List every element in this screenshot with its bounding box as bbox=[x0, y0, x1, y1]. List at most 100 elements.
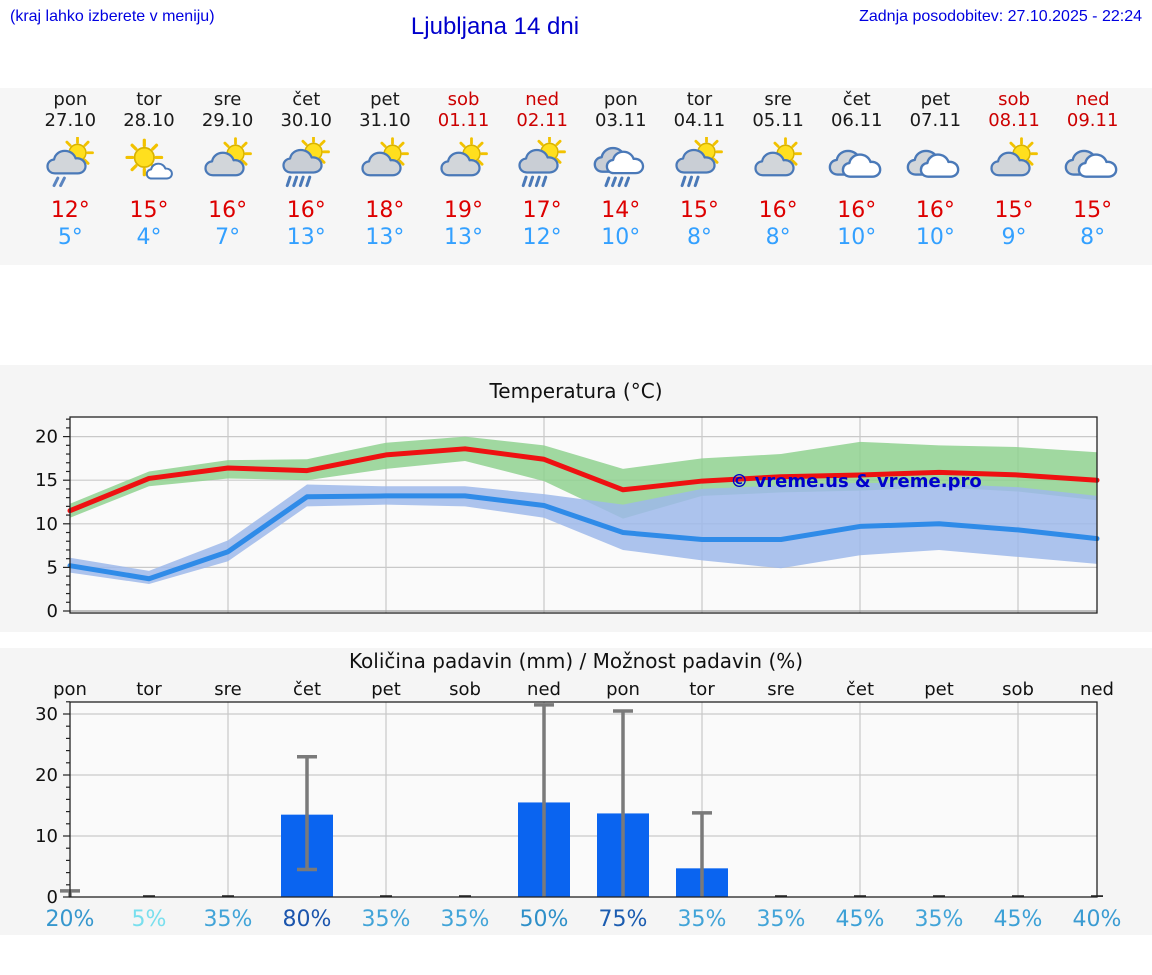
page-title: Ljubljana 14 dni bbox=[410, 13, 580, 40]
day-date: 04.11 bbox=[673, 110, 726, 131]
forecast-day: ned 09.11 15° 8° bbox=[1053, 89, 1132, 251]
precip-probability: 35% bbox=[204, 907, 253, 932]
temperature-chart: © vreme.us & vreme.pro 0 5 10 15 20 bbox=[35, 416, 1100, 622]
svg-text:30: 30 bbox=[35, 704, 58, 725]
high-temperature: 16° bbox=[758, 198, 798, 223]
precip-probability: 20% bbox=[46, 907, 95, 932]
precipitation-chart: 0 10 20 30 pon tor sre čet pet sob ned pon tor sre čet… bbox=[35, 679, 1122, 932]
precip-probability: 50% bbox=[520, 907, 569, 932]
low-temperature: 8° bbox=[686, 225, 712, 250]
low-temperature: 8° bbox=[765, 225, 791, 250]
precip-probability: 35% bbox=[441, 907, 490, 932]
high-temperature: 16° bbox=[286, 198, 326, 223]
day-name: tor bbox=[136, 89, 162, 110]
zero-precip-tick bbox=[854, 895, 866, 897]
low-temperature: 13° bbox=[365, 225, 405, 250]
precip-day-label: sob bbox=[1002, 679, 1034, 700]
sun-cloud-rain-3-icon bbox=[669, 137, 729, 191]
low-temperature: 9° bbox=[1001, 225, 1027, 250]
zero-precip-tick bbox=[1012, 895, 1024, 897]
location-hint: (kraj lahko izberete v meniju) bbox=[10, 8, 215, 25]
low-temperature: 13° bbox=[444, 225, 484, 250]
zero-precip-tick bbox=[775, 895, 787, 897]
sun-cloud-icon bbox=[355, 137, 415, 191]
precip-probability: 35% bbox=[915, 907, 964, 932]
last-updated: Zadnja posodobitev: 27.10.2025 - 22:24 bbox=[859, 8, 1142, 25]
forecast-day: ned 02.11 17° 12° bbox=[503, 89, 582, 251]
zero-precip-tick bbox=[222, 895, 234, 897]
clouds-icon bbox=[1063, 137, 1123, 191]
low-temperature: 10° bbox=[915, 225, 955, 250]
svg-text:15: 15 bbox=[35, 470, 58, 491]
day-date: 05.11 bbox=[752, 110, 804, 131]
day-name: ned bbox=[1075, 89, 1110, 110]
low-temperature: 10° bbox=[837, 225, 877, 250]
day-date: 28.10 bbox=[123, 110, 175, 131]
precipitation-chart-title: Količina padavin (mm) / Možnost padavin … bbox=[348, 649, 804, 673]
forecast-day: sob 01.11 19° 13° bbox=[424, 89, 503, 251]
precip-day-label: ned bbox=[1080, 679, 1114, 700]
low-temperature: 4° bbox=[136, 225, 162, 250]
sun-cloud-rain-2-icon bbox=[40, 137, 100, 191]
precip-day-label: sre bbox=[214, 679, 241, 700]
precip-day-label: tor bbox=[689, 679, 715, 700]
forecast-day: sre 29.10 16° 7° bbox=[188, 89, 267, 251]
zero-precip-tick bbox=[459, 895, 471, 897]
day-date: 07.11 bbox=[909, 110, 962, 131]
precip-day-label: sob bbox=[449, 679, 481, 700]
precip-day-label: čet bbox=[846, 679, 874, 700]
temperature-chart-title: Temperatura (°C) bbox=[489, 379, 663, 403]
day-date: 01.11 bbox=[437, 110, 490, 131]
precip-probability: 45% bbox=[994, 907, 1043, 932]
cloud-rain-icon bbox=[591, 137, 651, 191]
high-temperature: 15° bbox=[994, 198, 1034, 223]
precip-probability: 35% bbox=[678, 907, 727, 932]
day-name: pet bbox=[370, 89, 400, 110]
svg-text:10: 10 bbox=[35, 514, 58, 535]
forecast-day: tor 04.11 15° 8° bbox=[660, 89, 739, 251]
svg-text:20: 20 bbox=[35, 427, 58, 448]
forecast-day: pon 27.10 12° 5° bbox=[31, 89, 110, 251]
precip-probability: 80% bbox=[283, 907, 332, 932]
high-temperature: 18° bbox=[365, 198, 405, 223]
sun-cloud-rain-4-icon bbox=[512, 137, 572, 191]
precip-probability: 40% bbox=[1073, 907, 1122, 932]
svg-text:5: 5 bbox=[47, 557, 58, 578]
svg-text:0: 0 bbox=[47, 887, 58, 908]
forecast-day: čet 30.10 16° 13° bbox=[267, 89, 346, 251]
day-name: ned bbox=[525, 89, 560, 110]
precip-day-label: sre bbox=[767, 679, 794, 700]
high-temperature: 16° bbox=[208, 198, 248, 223]
clouds-icon bbox=[905, 137, 965, 191]
forecast-day: pet 07.11 16° 10° bbox=[896, 89, 975, 251]
watermark: © vreme.us & vreme.pro bbox=[730, 471, 981, 492]
low-temperature: 13° bbox=[286, 225, 326, 250]
sun-small-cloud-icon bbox=[119, 137, 179, 191]
precip-probability: 75% bbox=[599, 907, 648, 932]
precip-probability: 35% bbox=[362, 907, 411, 932]
forecast-day: čet 06.11 16° 10° bbox=[817, 89, 896, 251]
forecast-day: pet 31.10 18° 13° bbox=[346, 89, 425, 251]
zero-precip-tick bbox=[933, 895, 945, 897]
day-date: 03.11 bbox=[595, 110, 647, 131]
high-temperature: 14° bbox=[601, 198, 641, 223]
precip-day-label: pet bbox=[924, 679, 954, 700]
forecast-strip: pon 27.10 12° 5° tor 28.10 15° 4° sre 29… bbox=[0, 88, 1152, 265]
precip-day-label: ned bbox=[527, 679, 561, 700]
max-range-band bbox=[70, 436, 1097, 519]
high-temperature: 16° bbox=[837, 198, 877, 223]
day-name: sre bbox=[213, 89, 242, 110]
precip-day-label: pon bbox=[53, 679, 87, 700]
high-temperature: 15° bbox=[1073, 198, 1113, 223]
day-name: pon bbox=[53, 89, 88, 110]
day-date: 08.11 bbox=[988, 110, 1040, 131]
day-name: čet bbox=[842, 89, 871, 110]
svg-text:0: 0 bbox=[47, 601, 58, 622]
day-date: 27.10 bbox=[44, 110, 97, 131]
zero-precip-tick bbox=[143, 895, 155, 897]
precip-day-label: pet bbox=[371, 679, 401, 700]
high-temperature: 16° bbox=[915, 198, 955, 223]
day-name: pon bbox=[603, 89, 638, 110]
low-temperature: 5° bbox=[57, 225, 83, 250]
high-temperature: 15° bbox=[129, 198, 169, 223]
